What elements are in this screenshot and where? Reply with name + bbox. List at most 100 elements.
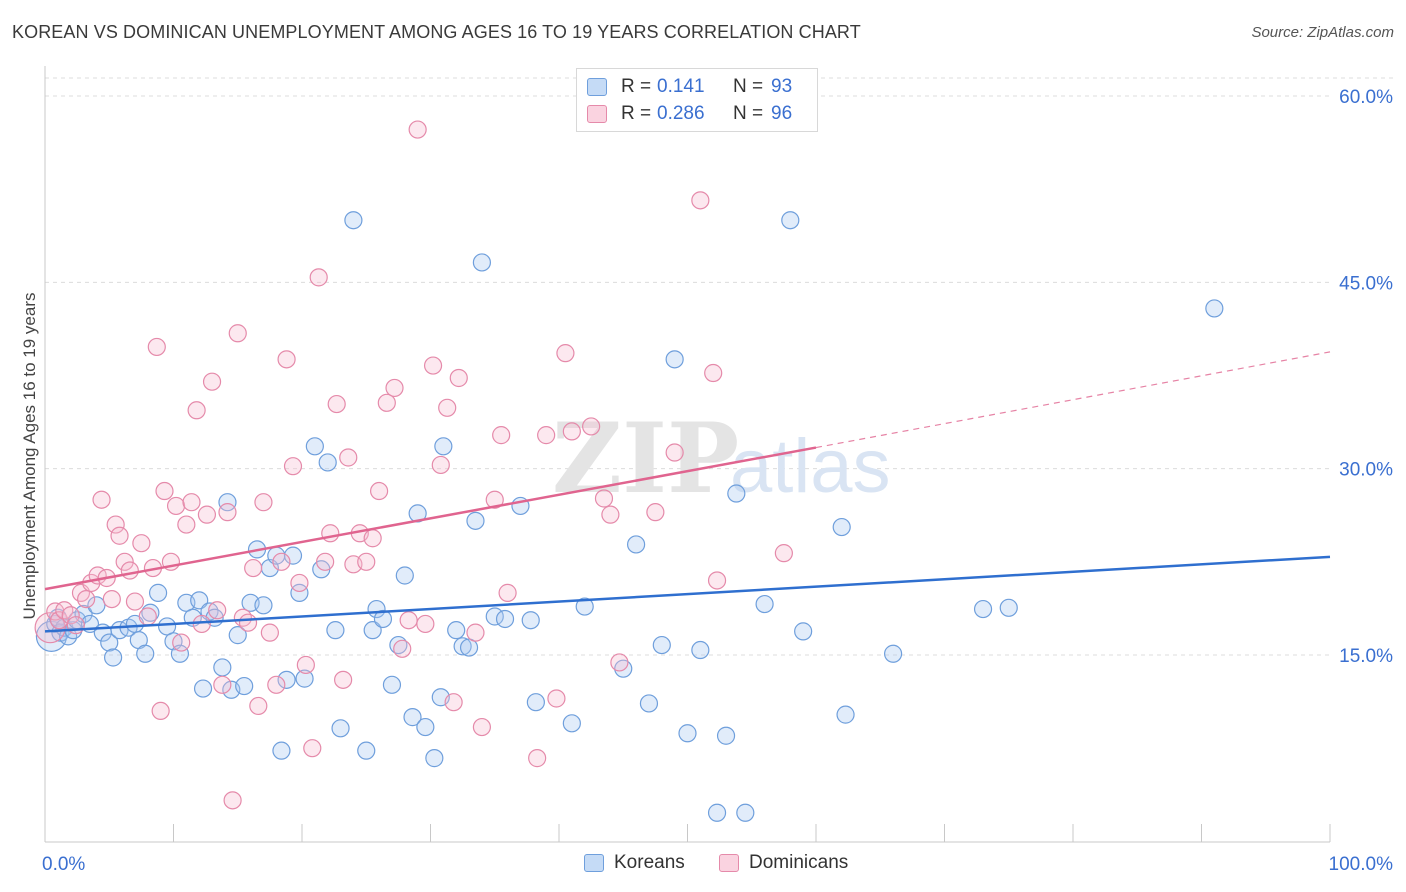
koreans-r-value: 0.141 — [657, 76, 705, 97]
koreans-point — [331, 719, 350, 738]
koreans-point — [999, 598, 1018, 617]
dominicans-point — [537, 426, 556, 445]
dominicans-point — [556, 344, 575, 363]
dominicans-point — [132, 534, 151, 553]
koreans-legend-swatch — [584, 854, 604, 872]
dominicans-point — [704, 363, 723, 383]
koreans-point — [727, 484, 746, 503]
dominicans-point — [238, 613, 258, 632]
dominicans-legend-swatch — [719, 854, 739, 872]
koreans-point — [495, 609, 515, 629]
dominicans-point — [444, 693, 463, 712]
koreans-point — [326, 621, 345, 640]
dominicans-point — [61, 606, 80, 625]
koreans-point — [665, 350, 684, 369]
koreans-point — [755, 594, 774, 614]
koreans-point — [344, 211, 363, 230]
dominicans-point — [197, 505, 217, 524]
dominicans-point — [601, 505, 620, 524]
dominicans-point — [316, 552, 335, 571]
axis-layer — [44, 66, 1331, 843]
dominicans-point — [562, 422, 581, 441]
chart-title: KOREAN VS DOMINICAN UNEMPLOYMENT AMONG A… — [12, 22, 861, 42]
dominicans-point — [155, 481, 174, 501]
dominicans-point — [283, 457, 303, 476]
dominicans-point — [244, 558, 263, 578]
dominicans-r-value: 0.286 — [657, 103, 705, 124]
legend-row-koreans: R = 0.141 N = 93 — [587, 75, 792, 99]
correlation-legend: R = 0.141 N = 93 R = 0.286 N = 96 — [576, 68, 818, 132]
dominicans-point — [327, 394, 346, 414]
koreans-point — [148, 583, 168, 602]
x-tick-label-start: 0.0% — [42, 854, 85, 875]
dominicans-point — [377, 393, 396, 412]
dominicans-point — [125, 592, 145, 611]
dominicans-point — [213, 675, 232, 694]
koreans-point — [136, 644, 155, 663]
dominicans-point — [147, 337, 166, 357]
koreans-point — [678, 724, 697, 743]
dominicans-point — [187, 401, 206, 420]
dominicans-point — [339, 448, 358, 467]
y-tick-label: 30.0% — [1339, 460, 1393, 481]
dominicans-point — [774, 544, 793, 563]
dominicans-point — [296, 655, 315, 675]
koreans-point — [781, 211, 800, 230]
koreans-point — [395, 566, 414, 585]
watermark-zip: ZIP — [552, 402, 739, 515]
dominicans-point — [438, 398, 457, 417]
koreans-point — [466, 511, 485, 530]
dominicans-point — [290, 573, 309, 593]
dominicans-point — [393, 639, 412, 658]
dominicans-point — [77, 589, 96, 609]
koreans-point — [190, 591, 209, 610]
koreans-point — [100, 633, 119, 652]
trend-layer — [44, 351, 1331, 633]
koreans-point — [277, 670, 296, 689]
koreans-legend-label: Koreans — [614, 852, 685, 873]
dominicans-point — [267, 675, 286, 694]
dominicans-point — [357, 552, 376, 571]
dominicans-point — [92, 490, 111, 509]
dominicans-point — [492, 426, 511, 445]
koreans-point — [235, 676, 254, 696]
dominicans-point — [254, 493, 273, 512]
dominicans-point — [408, 120, 427, 139]
koreans-point — [290, 583, 309, 602]
y-axis-label: Unemployment Among Ages 16 to 19 years — [20, 293, 39, 620]
koreans-point — [1205, 299, 1224, 318]
dominicans-point — [472, 717, 491, 737]
koreans-point — [736, 803, 755, 822]
dominicans-point — [691, 191, 710, 210]
koreans-point — [447, 621, 466, 640]
dominicans-swatch — [587, 105, 607, 123]
bottom-legend-dominicans: Dominicans — [719, 852, 848, 874]
koreans-point — [626, 535, 646, 554]
dominicans-point — [363, 529, 382, 548]
koreans-point — [472, 253, 491, 272]
y-tick-label: 60.0% — [1339, 87, 1393, 108]
koreans-point — [363, 621, 382, 640]
koreans-point — [373, 609, 393, 629]
n-label: N = — [733, 76, 764, 97]
legend-row-dominicans: R = 0.286 N = 96 — [587, 102, 792, 126]
dominicans-point — [416, 614, 435, 634]
dominicans-point — [321, 524, 340, 543]
koreans-point — [213, 658, 232, 677]
dominicans-point — [431, 455, 450, 475]
dominicans-n-value: 96 — [771, 103, 793, 124]
koreans-point — [521, 611, 540, 630]
label-layer: 15.0% 30.0% 45.0% 60.0% 0.0% 100.0% Unemployme… — [20, 87, 1393, 875]
koreans-point — [193, 679, 213, 698]
dominicans-point — [110, 526, 129, 545]
koreans-point — [973, 599, 993, 619]
dominicans-trend-line — [44, 446, 817, 591]
koreans-point — [357, 741, 376, 760]
dominicans-point — [177, 515, 196, 534]
koreans-point — [434, 437, 453, 456]
dominicans-point — [138, 607, 157, 626]
dominicans-trend-projection — [815, 351, 1331, 449]
dominicans-point — [707, 571, 727, 590]
